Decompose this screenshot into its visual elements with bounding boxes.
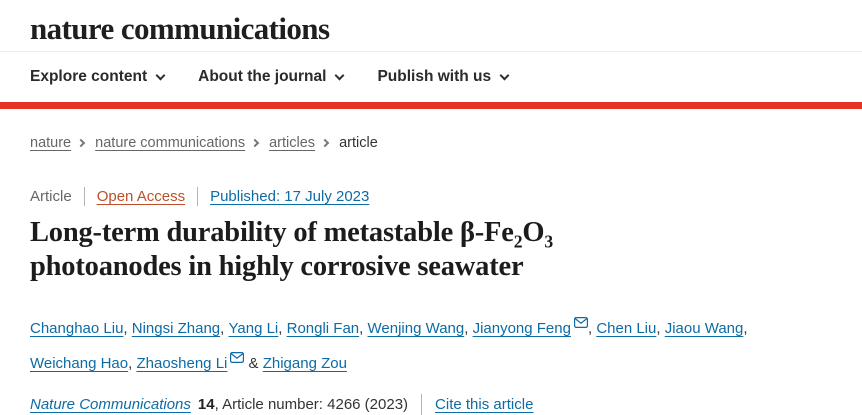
- breadcrumb-item: articles: [269, 135, 335, 151]
- author-separator: ,: [743, 320, 748, 338]
- author-separator: ,: [656, 320, 665, 338]
- author-link[interactable]: Yang Li: [228, 320, 279, 338]
- author-link[interactable]: Wenjing Wang: [367, 320, 465, 338]
- nav-item[interactable]: Explore content: [30, 68, 166, 86]
- breadcrumb-link[interactable]: articles: [269, 135, 316, 151]
- author-separator: ,: [123, 320, 132, 338]
- breadcrumb: nature nature communications articles ar…: [30, 135, 862, 151]
- author-item: Jianyong Feng,: [472, 317, 597, 338]
- author-item: Wenjing Wang,: [368, 320, 473, 337]
- volume-number: 14: [197, 396, 215, 414]
- breadcrumb-item: nature communications: [95, 135, 265, 151]
- article-meta-row: Article Open Access Published: 17 July 2…: [30, 187, 862, 206]
- author-separator: ,: [359, 320, 368, 338]
- published-date-link[interactable]: Published: 17 July 2023: [210, 188, 370, 205]
- chevron-right-icon: [320, 138, 330, 148]
- chevron-down-icon: [155, 70, 166, 80]
- article-header-section: nature nature communications articles ar…: [0, 135, 862, 415]
- nav-item[interactable]: About the journal: [198, 68, 345, 86]
- journal-link[interactable]: Nature Communications: [30, 396, 191, 414]
- open-access-link[interactable]: Open Access: [96, 188, 186, 205]
- journal-logo[interactable]: nature communications: [30, 11, 330, 46]
- author-item: Rongli Fan,: [287, 320, 368, 337]
- author-item: Jiaou Wang,: [665, 320, 748, 337]
- article-type-label: Article: [30, 188, 72, 205]
- chevron-down-icon: [334, 70, 345, 80]
- author-item: Yang Li,: [229, 320, 287, 337]
- primary-nav: Explore content About the journal Publis…: [0, 52, 862, 102]
- author-link[interactable]: Chen Liu: [596, 320, 657, 338]
- email-icon[interactable]: [573, 309, 588, 339]
- accent-bar: [0, 102, 862, 109]
- title-subscript: 2: [513, 231, 523, 252]
- title-subscript: 3: [544, 231, 553, 252]
- vertical-divider: [197, 187, 199, 206]
- author-separator: ,: [587, 320, 597, 338]
- title-text: photoanodes in highly corrosive seawater: [30, 250, 524, 282]
- citation-line: Nature Communications 14, Article number…: [30, 394, 862, 415]
- vertical-divider: [83, 187, 85, 206]
- breadcrumb-item: nature: [30, 135, 91, 151]
- cite-this-article-link[interactable]: Cite this article: [435, 396, 534, 414]
- nav-item-label: About the journal: [198, 68, 327, 85]
- citation-details: , Article number: 4266 (2023): [214, 396, 409, 414]
- author-link[interactable]: Jiaou Wang: [664, 320, 744, 338]
- vertical-divider: [421, 394, 423, 415]
- chevron-down-icon: [499, 70, 510, 80]
- author-link[interactable]: Weichang Hao: [30, 355, 129, 373]
- author-list: Changhao Liu, Ningsi Zhang, Yang Li, Ron…: [30, 309, 792, 379]
- breadcrumb-link[interactable]: nature communications: [95, 135, 246, 151]
- article-title: Long-term durability of metastable β-Fe2…: [30, 216, 680, 283]
- author-item: Zhigang Zou: [263, 355, 347, 372]
- nav-item[interactable]: Publish with us: [377, 68, 510, 86]
- nav-item-label: Publish with us: [377, 68, 492, 85]
- title-text: Long-term durability of metastable β-Fe: [30, 217, 514, 248]
- breadcrumb-current: article: [339, 135, 378, 151]
- author-item: Chen Liu,: [596, 320, 664, 337]
- chevron-right-icon: [250, 138, 260, 148]
- author-item: Weichang Hao,: [30, 355, 136, 372]
- author-item: Changhao Liu,: [30, 320, 132, 337]
- author-link[interactable]: Zhaosheng Li: [136, 355, 228, 373]
- author-item: Zhaosheng Li &: [136, 352, 263, 373]
- author-link[interactable]: Rongli Fan: [286, 320, 360, 338]
- author-separator: ,: [220, 320, 229, 338]
- author-separator: ,: [464, 320, 473, 338]
- site-header: nature communications Explore content Ab…: [0, 0, 862, 109]
- email-icon[interactable]: [230, 344, 245, 374]
- logo-row: nature communications: [0, 0, 862, 52]
- author-separator: ,: [128, 355, 137, 373]
- breadcrumb-item: article: [339, 135, 378, 151]
- author-link[interactable]: Ningsi Zhang: [131, 320, 221, 338]
- author-link[interactable]: Zhigang Zou: [262, 355, 347, 373]
- author-item: Ningsi Zhang,: [132, 320, 229, 337]
- chevron-right-icon: [76, 138, 86, 148]
- title-text: O: [522, 217, 545, 248]
- author-separator: ,: [278, 320, 287, 338]
- author-link[interactable]: Jianyong Feng: [472, 320, 571, 338]
- nav-item-label: Explore content: [30, 68, 148, 85]
- author-separator: &: [244, 355, 263, 373]
- breadcrumb-link[interactable]: nature: [30, 135, 72, 151]
- author-link[interactable]: Changhao Liu: [30, 320, 124, 338]
